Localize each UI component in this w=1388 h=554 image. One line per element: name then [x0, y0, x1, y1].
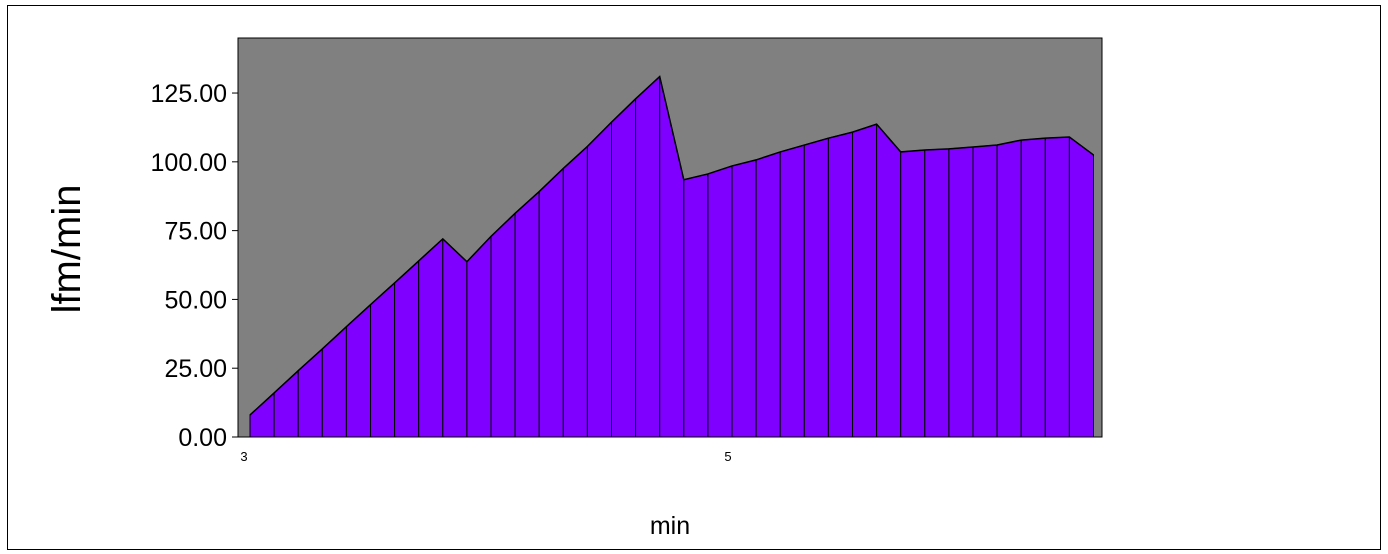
area-segment: [972, 144, 998, 438]
area-segment: [442, 238, 468, 438]
y-axis: 0.00 25.00 50.00 75.00 100.00 125.00: [151, 80, 238, 452]
area-series: [249, 75, 1094, 438]
series-line: [249, 75, 1094, 416]
area-segment: [1020, 137, 1046, 438]
y-axis-label: lfm/min: [45, 185, 89, 314]
y-tick-label: 75.00: [164, 218, 227, 246]
x-axis-label: min: [650, 512, 690, 540]
y-tick-label: 50.00: [164, 286, 227, 314]
area-segment: [466, 235, 492, 438]
y-tick-label: 0.00: [178, 424, 227, 452]
area-segment: [996, 139, 1022, 438]
area-segment: [490, 212, 516, 438]
area-segment: [635, 76, 661, 438]
y-tick-label: 25.00: [164, 355, 227, 383]
area-segment: [707, 165, 733, 438]
x-tick-label: 3: [240, 449, 247, 464]
x-tick-label: 5: [724, 449, 731, 464]
area-segment: [562, 145, 588, 438]
area-segment: [1068, 136, 1094, 438]
y-tick-label: 125.00: [151, 80, 227, 108]
area-segment: [803, 137, 829, 438]
area-segment: [876, 123, 902, 438]
area-segment: [345, 304, 371, 438]
area-segment: [611, 98, 637, 438]
area-segment: [900, 149, 926, 438]
y-tick-label: 100.00: [151, 149, 227, 177]
area-segment: [418, 238, 444, 438]
area-segment: [731, 159, 757, 438]
area-segment: [779, 144, 805, 438]
area-segment: [852, 123, 878, 438]
area-segment: [538, 167, 564, 438]
area-segment: [924, 148, 950, 438]
area-segment: [948, 146, 974, 438]
area-segment: [514, 191, 540, 438]
area-segment: [683, 173, 709, 438]
area-segment: [827, 131, 853, 438]
area-segment: [394, 260, 420, 438]
area-segment: [586, 121, 612, 438]
area-segment: [755, 151, 781, 438]
area-segment: [1044, 136, 1070, 438]
area-segment: [370, 282, 396, 438]
